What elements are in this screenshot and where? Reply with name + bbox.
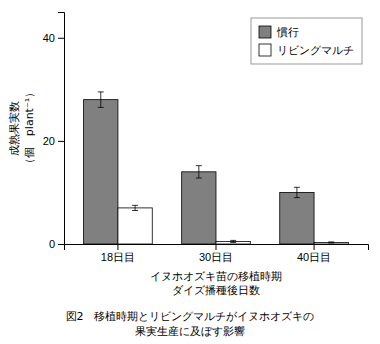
error-bar-line xyxy=(98,107,104,108)
bar xyxy=(118,208,152,244)
error-bar-line xyxy=(98,91,104,92)
text-line: イヌホオズキ苗の移植時期 xyxy=(150,270,282,283)
tick: 30日目 xyxy=(199,244,233,263)
bar xyxy=(84,100,118,244)
x-axis: 18日目 30日目 40日目 xyxy=(65,244,369,263)
text-line: 図2 移植時期とリビングマルチがイヌホオズキの xyxy=(66,310,315,323)
caption: 図2 移植時期とリビングマルチがイヌホオズキの果実生産に及ぼす影響 xyxy=(66,310,315,338)
series xyxy=(118,205,348,244)
text-line: 果実生産に及ぼす影響 xyxy=(135,325,245,338)
tick-label: 30日目 xyxy=(199,251,233,263)
legend-item: リビングマルチ xyxy=(259,44,354,57)
legend-swatch xyxy=(259,26,271,38)
legend-label: 慣行 xyxy=(276,26,299,39)
x-axis-title: イヌホオズキ苗の移植時期ダイズ播種後日数 xyxy=(150,270,282,297)
series xyxy=(84,92,314,244)
text-line: ダイズ播種後日数 xyxy=(172,284,260,297)
tick-label: 40日目 xyxy=(297,251,331,263)
error-bar-line xyxy=(294,197,300,198)
bar xyxy=(182,172,216,244)
bar xyxy=(314,242,348,244)
error-bar-line xyxy=(196,178,202,179)
error-bar xyxy=(132,205,138,210)
error-bar xyxy=(98,92,104,107)
error-bar xyxy=(328,242,334,243)
tick-mark xyxy=(216,244,217,250)
plot: 0 20 40 18日目 30日目 40日目 慣行リビングマルチ xyxy=(43,13,369,263)
tick: 18日目 xyxy=(101,244,135,263)
y-axis-title: 成熟果実数（個 plant⁻¹） xyxy=(8,87,36,169)
text-line: （個 plant⁻¹） xyxy=(23,87,36,169)
error-bar-line xyxy=(100,92,101,107)
tick-label: 18日目 xyxy=(101,251,135,263)
tick-label: 0 xyxy=(49,238,55,250)
tick-mark xyxy=(314,244,315,250)
tick-mark xyxy=(58,141,64,142)
tick-label: 20 xyxy=(43,135,55,147)
error-bar-line xyxy=(296,187,297,197)
error-bar-line xyxy=(230,242,236,243)
error-bar-line xyxy=(328,242,334,243)
error-bar-line xyxy=(135,205,136,210)
error-bar-line xyxy=(198,166,199,178)
error-bar-line xyxy=(230,240,236,241)
marks xyxy=(84,92,349,244)
tick: 40日目 xyxy=(297,244,331,263)
tick: 0 xyxy=(49,238,64,250)
legend-label: リビングマルチ xyxy=(277,44,354,57)
bar xyxy=(280,192,314,244)
legend-item: 慣行 xyxy=(259,26,299,39)
error-bar xyxy=(230,240,236,242)
tick: 20 xyxy=(43,135,64,147)
y-axis: 0 20 40 xyxy=(43,13,65,251)
error-bar-line xyxy=(328,241,334,242)
tick-label: 40 xyxy=(43,32,55,44)
error-bar-line xyxy=(196,165,202,166)
chart: 0 20 40 18日目 30日目 40日目 慣行リビングマルチイヌホオズキ苗の移植時期ダイ… xyxy=(0,0,380,344)
error-bar xyxy=(196,166,202,178)
error-bar-line xyxy=(132,210,138,211)
tick-mark xyxy=(117,244,118,250)
axis-line xyxy=(65,245,369,251)
error-bar-line xyxy=(132,205,138,206)
error-bar-line xyxy=(294,187,300,188)
legend: 慣行リビングマルチ xyxy=(251,18,362,64)
legend-frame xyxy=(251,18,362,64)
tick-mark xyxy=(58,244,64,245)
error-bar xyxy=(294,187,300,197)
text-line: 成熟果実数 xyxy=(8,101,21,156)
tick: 40 xyxy=(43,32,64,44)
legend-swatch xyxy=(259,44,271,56)
axis-line xyxy=(58,13,65,245)
tick-mark xyxy=(58,38,64,39)
